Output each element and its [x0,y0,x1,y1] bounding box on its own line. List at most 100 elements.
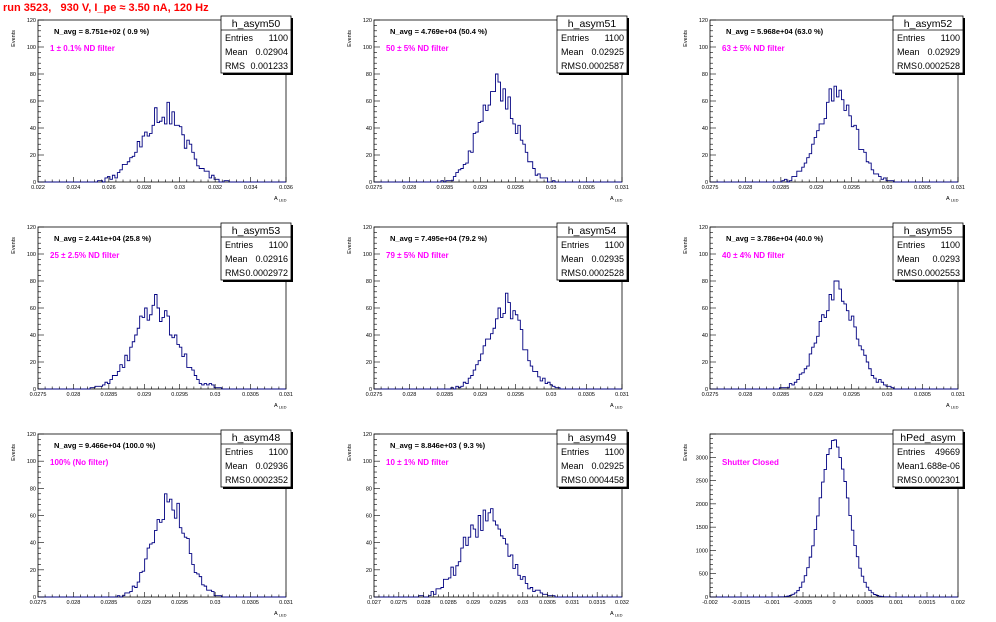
x-tick-label: 0.026 [102,185,116,191]
x-axis-label: A LED [946,196,959,203]
y-axis-label: Events [347,237,353,254]
stats-value: 0.0002528 [581,268,624,278]
histogram-line [710,439,958,598]
stats-value: 0.0293 [932,254,960,264]
x-tick-label: 0.0295 [507,185,524,191]
x-tick-label: 0.028 [739,392,753,398]
stats-value: 1100 [605,447,624,457]
y-tick-label: 100 [363,252,372,258]
x-tick-label: 0.0295 [507,392,524,398]
y-tick-label: 120 [27,18,36,24]
y-tick-label: 80 [366,486,372,492]
y-tick-label: 3000 [696,455,708,461]
y-axis-label: Events [11,30,17,47]
y-tick-label: 60 [702,306,708,312]
navg-label: N_avg = 2.441e+04 (25.8 %) [54,234,152,243]
x-tick-label: 0.0005 [857,600,874,606]
stats-value: 1.688e-06 [919,461,960,471]
stats-key: RMS [225,475,245,485]
x-tick-label: 0.0275 [702,392,719,398]
histogram-h_asym48: 0.0275 0.028 0.0285 0.029 0.0295 0.03 0.0305 0.… [11,429,293,618]
x-tick-label: 0.029 [466,600,480,606]
y-tick-label: 100 [27,459,36,465]
stats-key: Mean [897,461,920,471]
x-axis-label: A LED [274,403,287,410]
histogram-line [374,73,622,183]
y-tick-label: 80 [702,72,708,78]
stats-key: RMS [225,268,245,278]
stats-box [892,429,964,488]
stats-value: 0.02904 [255,47,288,57]
stats-value: 0.0002301 [917,475,960,485]
x-tick-label: 0.0275 [366,392,383,398]
x-tick-label: -0.001 [764,600,780,606]
x-tick-label: 0.031 [615,392,629,398]
y-tick-label: 0 [369,595,372,601]
x-tick-label: 0.0295 [843,185,860,191]
stats-key: Mean [897,47,920,57]
stats-value: 0.0002528 [917,61,960,71]
x-axis-label: A LED [610,611,623,618]
y-tick-label: 60 [366,99,372,105]
y-tick-label: 60 [30,306,36,312]
stats-value: 0.02936 [255,461,288,471]
stats-value: 1100 [269,447,288,457]
x-tick-label: 0.027 [367,600,381,606]
stats-value: 0.0002352 [245,475,288,485]
x-tick-label: -0.002 [702,600,718,606]
x-tick-label: 0.036 [279,185,293,191]
y-axis-label: Events [347,30,353,47]
x-tick-label: 0.0295 [843,392,860,398]
x-tick-label: 0.031 [279,392,293,398]
stats-box [220,15,292,74]
x-tick-label: 0.0295 [171,392,188,398]
y-tick-label: 2000 [696,502,708,508]
y-tick-label: 40 [702,126,708,132]
stats-key: Entries [561,240,590,250]
y-axis-label: Events [11,444,17,461]
navg-label: N_avg = 3.786e+04 (40.0 %) [726,234,824,243]
x-tick-label: 0.0015 [919,600,936,606]
x-tick-label: 0.03 [210,600,221,606]
x-tick-label: 0.0275 [30,600,47,606]
y-tick-label: 80 [366,72,372,78]
y-tick-label: 0 [369,180,372,186]
y-tick-label: 1000 [696,548,708,554]
stats-title: hPed_asym [900,432,956,444]
y-tick-label: 120 [363,225,372,231]
x-tick-label: 0.031 [951,392,965,398]
navg-label: N_avg = 9.466e+04 (100.0 %) [54,441,156,450]
x-tick-label: 0.028 [67,600,81,606]
stats-title: h_asym50 [232,18,281,30]
x-tick-label: 0.028 [137,185,151,191]
x-tick-label: 0.028 [739,185,753,191]
stats-value: 0.02925 [591,47,624,57]
x-tick-label: 0.0285 [100,600,117,606]
x-tick-label: 0.03 [546,185,557,191]
y-tick-label: 80 [30,279,36,285]
histogram-line [710,280,958,390]
y-tick-label: 40 [366,333,372,339]
x-tick-label: 0.024 [67,185,81,191]
y-tick-label: 40 [30,126,36,132]
stats-key: RMS [897,268,917,278]
x-tick-label: 0.03 [546,392,557,398]
stats-key: Mean [561,47,584,57]
x-tick-label: 0.0275 [366,185,383,191]
y-tick-label: 80 [366,279,372,285]
y-tick-label: 0 [33,180,36,186]
stats-value: 1100 [941,33,960,43]
filter-label: 63 ± 5% ND filter [722,44,785,53]
x-tick-label: 0 [832,600,835,606]
filter-label: 50 ± 5% ND filter [386,44,449,53]
y-tick-label: 60 [366,306,372,312]
navg-label: N_avg = 5.968e+04 (63.0 %) [726,27,824,36]
x-tick-label: 0.029 [473,185,487,191]
x-tick-label: 0.0305 [578,185,595,191]
x-tick-label: 0.03 [517,600,528,606]
y-tick-label: 0 [33,387,36,393]
stats-value: 0.0002587 [581,61,624,71]
histogram-line [38,294,286,390]
navg-label: N_avg = 8.846e+03 ( 9.3 %) [390,441,486,450]
